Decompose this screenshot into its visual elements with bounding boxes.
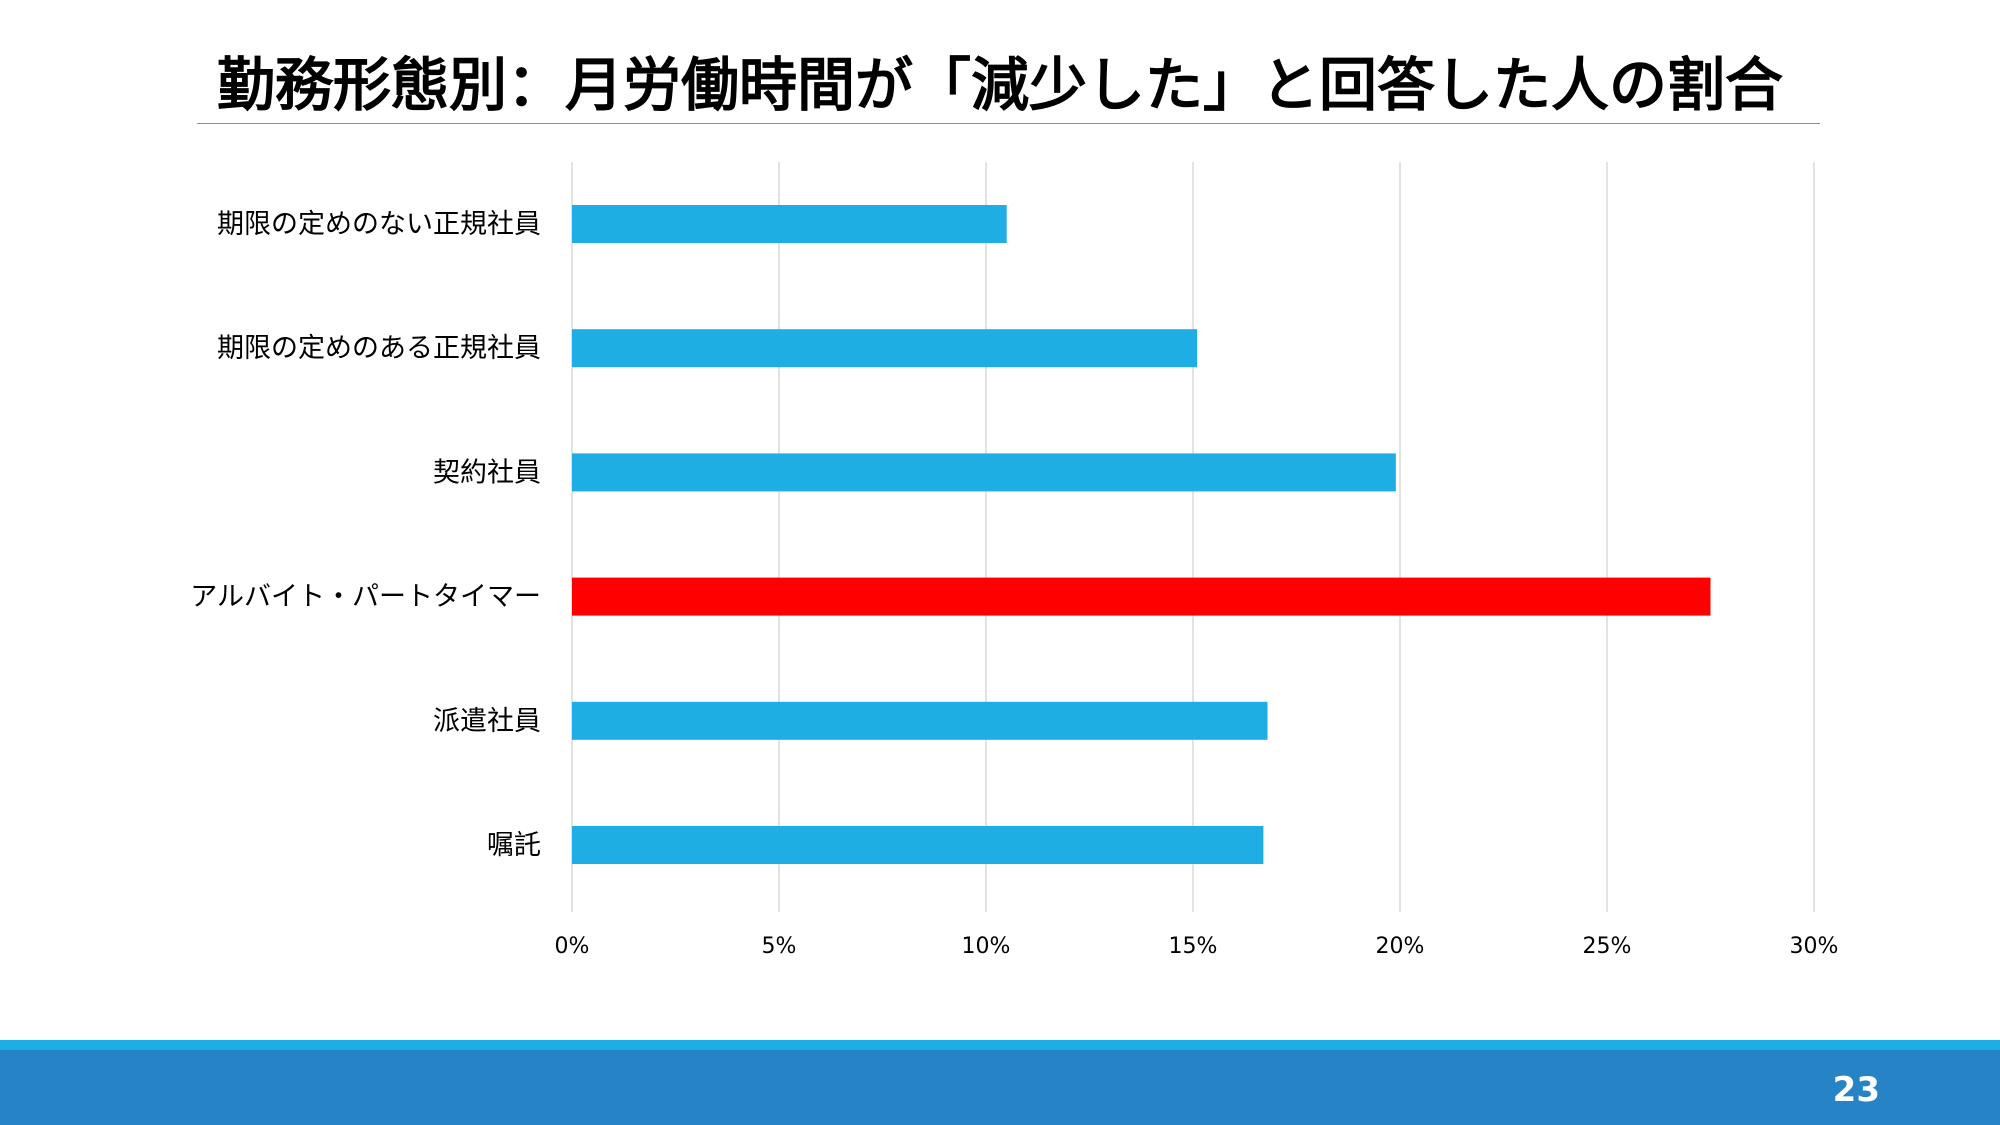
category-label: 嘱託 (487, 830, 541, 861)
x-tick-label: 10% (962, 934, 1011, 959)
bar-3 (572, 577, 1711, 616)
page-title: 勤務形態別：月労働時間が「減少した」と回答した人の割合 (216, 51, 1783, 119)
category-labels: 期限の定めのない正規社員期限の定めのある正規社員契約社員アルバイト・パートタイマ… (190, 209, 541, 861)
x-tick-label: 25% (1583, 934, 1632, 959)
bar-5 (572, 826, 1264, 864)
bars (572, 205, 1711, 864)
category-label: 期限の定めのない正規社員 (217, 209, 541, 240)
bar-4 (572, 701, 1268, 740)
bar-chart: 期限の定めのない正規社員期限の定めのある正規社員契約社員アルバイト・パートタイマ… (190, 162, 1839, 959)
x-tick-label: 20% (1376, 934, 1425, 959)
category-label: 契約社員 (433, 457, 541, 488)
x-tick-label: 5% (762, 934, 797, 959)
page-number: 23 (1832, 1070, 1880, 1110)
category-label: アルバイト・パートタイマー (190, 582, 541, 613)
bar-2 (572, 453, 1396, 492)
x-tick-label: 30% (1790, 934, 1839, 959)
category-label: 期限の定めのある正規社員 (217, 333, 541, 364)
x-tick-label: 0% (555, 934, 590, 959)
bar-0 (572, 205, 1007, 243)
title-divider (197, 123, 1820, 124)
footer-bar (0, 1050, 2000, 1125)
grid-lines (571, 162, 1815, 912)
footer-stripe (0, 1040, 2000, 1050)
category-label: 派遣社員 (433, 706, 541, 737)
bar-1 (572, 329, 1198, 368)
x-tick-label: 15% (1169, 934, 1218, 959)
x-axis-tick-labels: 0% 5% 10% 15% 20% 25% 30% (555, 934, 1839, 959)
